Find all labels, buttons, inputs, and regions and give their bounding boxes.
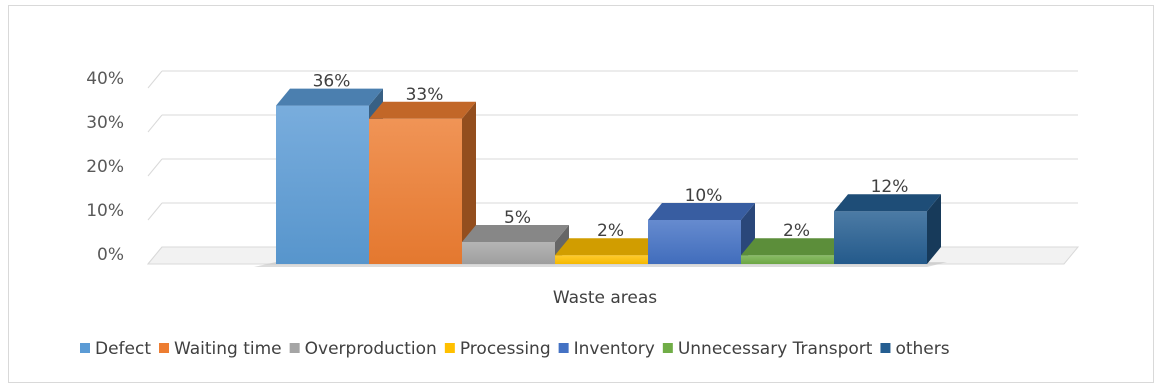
x-axis-label: Waste areas bbox=[553, 288, 657, 308]
legend-item-waiting-time: Waiting time bbox=[159, 339, 282, 359]
data-label-defect: 36% bbox=[313, 72, 351, 92]
data-label-unnecessary-transport: 2% bbox=[783, 221, 810, 241]
bar-others bbox=[834, 194, 941, 264]
legend-item-defect: Defect bbox=[80, 339, 151, 359]
legend-swatch bbox=[159, 343, 170, 353]
y-tick-label: 0% bbox=[97, 245, 124, 265]
data-label-waiting-time: 33% bbox=[406, 85, 444, 105]
bar-front bbox=[648, 220, 741, 264]
legend-swatch bbox=[662, 343, 673, 353]
gridline-depth bbox=[147, 158, 163, 177]
bars bbox=[276, 88, 941, 264]
bar-top bbox=[834, 194, 941, 212]
y-axis-ticks: 0% 10% 20% 30% 40% bbox=[86, 69, 124, 265]
data-labels: 36% 33% 5% 2% 10% 2% 12% bbox=[313, 72, 909, 242]
gridline-depth bbox=[147, 70, 163, 89]
legend-label: Processing bbox=[460, 339, 551, 359]
y-tick-label: 40% bbox=[86, 69, 124, 89]
bar-side bbox=[462, 101, 476, 264]
legend-item-inventory: Inventory bbox=[558, 339, 655, 359]
bar-top bbox=[369, 101, 476, 119]
legend-swatch bbox=[289, 343, 300, 353]
bar-front bbox=[369, 118, 462, 264]
bar-front bbox=[276, 105, 369, 264]
bar-processing bbox=[555, 238, 662, 264]
legend-label: Defect bbox=[95, 339, 151, 359]
bar-top bbox=[741, 238, 848, 256]
bar-front bbox=[741, 255, 834, 264]
legend-item-unnecessary-transport: Unnecessary Transport bbox=[662, 339, 873, 359]
bar-defect bbox=[276, 88, 383, 264]
legend-swatch bbox=[444, 343, 455, 353]
bar-unnecessary-transport bbox=[741, 238, 848, 264]
data-label-overproduction: 5% bbox=[504, 208, 531, 228]
bar-top bbox=[555, 238, 662, 256]
legend-label: Inventory bbox=[574, 339, 655, 359]
y-tick-label: 10% bbox=[86, 201, 124, 221]
bar-top bbox=[276, 88, 383, 106]
gridline-depth bbox=[147, 114, 163, 133]
chart-frame bbox=[8, 5, 1154, 383]
legend-item-processing: Processing bbox=[444, 339, 551, 359]
legend-swatch bbox=[558, 343, 569, 353]
bar-front bbox=[834, 211, 927, 264]
legend-swatch bbox=[80, 343, 90, 353]
data-label-others: 12% bbox=[871, 177, 909, 197]
legend-label: Unnecessary Transport bbox=[678, 339, 873, 359]
data-label-inventory: 10% bbox=[685, 186, 723, 206]
legend-label: Waiting time bbox=[174, 339, 282, 359]
bar-front bbox=[555, 255, 648, 264]
bar-side bbox=[927, 194, 941, 264]
gridline-depth bbox=[147, 202, 163, 221]
bar-top bbox=[648, 203, 755, 220]
y-tick-label: 30% bbox=[86, 113, 124, 133]
bar-top bbox=[462, 225, 569, 242]
legend-label: others bbox=[895, 339, 949, 359]
bar-waiting-time bbox=[369, 101, 476, 264]
legend-label: Overproduction bbox=[305, 339, 437, 359]
data-label-processing: 2% bbox=[597, 221, 624, 241]
legend-swatch bbox=[880, 343, 891, 353]
bar-inventory bbox=[648, 203, 755, 264]
legend-item-others: others bbox=[880, 339, 950, 359]
bar-overproduction bbox=[462, 225, 569, 264]
y-tick-label: 20% bbox=[86, 157, 124, 177]
legend: Defect Waiting time Overproduction Processi… bbox=[80, 339, 950, 359]
legend-item-overproduction: Overproduction bbox=[289, 339, 437, 359]
bar-front bbox=[462, 242, 555, 264]
